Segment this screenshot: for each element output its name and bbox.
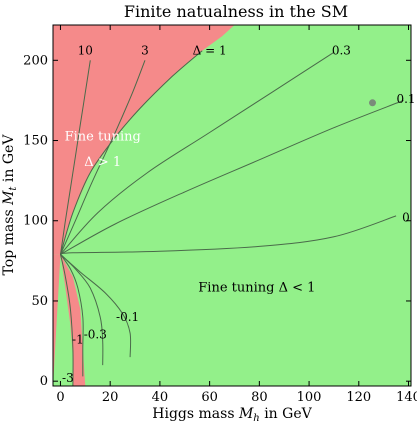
contour-label: -3: [62, 371, 74, 385]
contour-lines: [60, 50, 404, 387]
contour-line: [60, 254, 74, 387]
contour-label: -1: [72, 333, 84, 347]
y-tick-label: 200: [23, 53, 48, 68]
x-tick-label: 140: [396, 390, 417, 405]
x-tick-label: 0: [56, 390, 64, 405]
x-tick-label: 80: [251, 390, 268, 405]
x-tick-label: 40: [152, 390, 169, 405]
plot-area: 10 3 Δ = 1 0.3 0.1 0 -0.1 -0.3-1 -3 Fine tuning …: [52, 24, 416, 387]
contour-line: [60, 215, 397, 255]
contour-label: 10: [78, 44, 93, 58]
fine-tuned-region-upper: [53, 25, 235, 255]
y-tick-label: 100: [23, 214, 48, 229]
region-label-natural: Fine tuning Δ < 1: [198, 280, 315, 295]
x-tick-label: 20: [102, 390, 119, 405]
y-axis-ticks: 0 50 100 150 200: [23, 53, 411, 389]
x-tick-label: 120: [346, 390, 371, 405]
contour-label: 0.1: [396, 92, 415, 106]
x-axis-ticks: 0 20 40 60 80 100 120 140: [56, 25, 417, 405]
y-tick-label: 150: [23, 134, 48, 149]
contour-line: [60, 254, 84, 377]
contour-line: [60, 60, 146, 255]
y-axis-title: Top mass Mt in GeV: [1, 134, 19, 276]
y-tick-label: 50: [31, 294, 48, 309]
x-tick-label: 100: [297, 390, 322, 405]
contour-label: -0.3: [84, 328, 107, 342]
data-point: [369, 99, 376, 107]
region-label-fine-tuned-line2: Δ > 1: [84, 155, 121, 170]
contour-line: [60, 50, 203, 255]
x-tick-label: 60: [201, 390, 218, 405]
contour-line: [60, 99, 404, 255]
fine-tuned-region-lower: [53, 254, 86, 386]
contour-line: [60, 254, 132, 358]
chart-title: Finite natualness in the SM: [124, 2, 348, 21]
contour-label: Δ = 1: [193, 44, 227, 58]
x-axis-title: Higgs mass Mh in GeV: [152, 406, 312, 424]
contour-line: [60, 254, 104, 366]
contour-line: [60, 51, 335, 255]
region-label-fine-tuned-line1: Fine tuning: [65, 130, 141, 145]
contour-label: 3: [141, 44, 149, 58]
contour-line: [60, 60, 91, 255]
plot-frame: [52, 24, 412, 387]
y-tick-label: 0: [40, 374, 48, 389]
contour-labels: 10 3 Δ = 1 0.3 0.1 0 -0.1 -0.3-1 -3: [62, 44, 415, 385]
contour-label: 0.3: [332, 44, 351, 58]
contour-label: 0: [402, 211, 410, 225]
contour-label: -0.1: [116, 310, 139, 324]
